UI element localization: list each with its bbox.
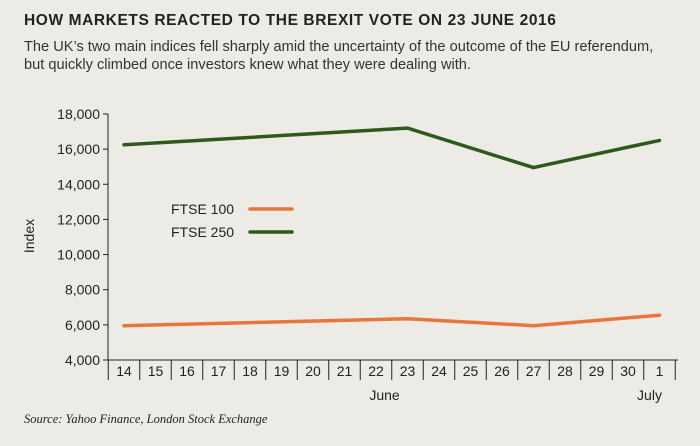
y-tick-label: 10,000 xyxy=(57,247,100,263)
y-tick-label: 14,000 xyxy=(57,176,100,192)
x-tick-label: 21 xyxy=(337,363,353,379)
x-tick-label: 28 xyxy=(557,363,573,379)
legend-label: FTSE 250 xyxy=(171,224,234,240)
x-tick-label: 14 xyxy=(116,363,132,379)
x-tick-label: 30 xyxy=(620,363,636,379)
y-axis-label: Index xyxy=(21,219,37,253)
legend: FTSE 100 FTSE 250 xyxy=(171,201,294,240)
x-tick-label: 26 xyxy=(494,363,510,379)
series-line-ftse-250 xyxy=(122,126,662,170)
x-tick-label: 15 xyxy=(148,363,164,379)
x-tick-label: 16 xyxy=(179,363,195,379)
x-month-label: June xyxy=(369,387,400,403)
x-tick-label: 23 xyxy=(400,363,416,379)
x-tick-label: 19 xyxy=(274,363,290,379)
y-tick-label: 18,000 xyxy=(57,106,100,122)
x-tick-label: 20 xyxy=(305,363,321,379)
y-axis: 4,000 6,000 8,000 10,000 12,000 14,000 16,000 1… xyxy=(57,106,109,368)
series-line-ftse-100 xyxy=(122,313,662,328)
source-note: Source: Yahoo Finance, London Stock Exch… xyxy=(24,412,268,426)
x-month-label: July xyxy=(637,387,662,403)
x-tick-label: 1 xyxy=(656,363,664,379)
legend-label: FTSE 100 xyxy=(171,201,234,217)
y-tick-label: 12,000 xyxy=(57,211,100,227)
y-tick-label: 6,000 xyxy=(65,317,100,333)
x-tick-label: 29 xyxy=(589,363,605,379)
y-tick-label: 4,000 xyxy=(65,352,100,368)
y-tick-label: 8,000 xyxy=(65,282,100,298)
y-tick-label: 16,000 xyxy=(57,141,100,157)
x-tick-label: 17 xyxy=(211,363,227,379)
chart-subtitle: The UK’s two main indices fell sharply a… xyxy=(24,39,654,73)
x-axis: 14 15 16 17 18 19 20 21 22 23 24 25 26 27 28 29 30 1 June J… xyxy=(107,359,678,403)
series-lines xyxy=(122,126,662,328)
x-tick-label: 18 xyxy=(242,363,258,379)
x-tick-label: 24 xyxy=(431,363,447,379)
x-tick-label: 22 xyxy=(368,363,384,379)
chart-title: HOW MARKETS REACTED TO THE BREXIT VOTE O… xyxy=(24,12,557,29)
x-tick-label: 27 xyxy=(526,363,542,379)
x-tick-label: 25 xyxy=(463,363,479,379)
